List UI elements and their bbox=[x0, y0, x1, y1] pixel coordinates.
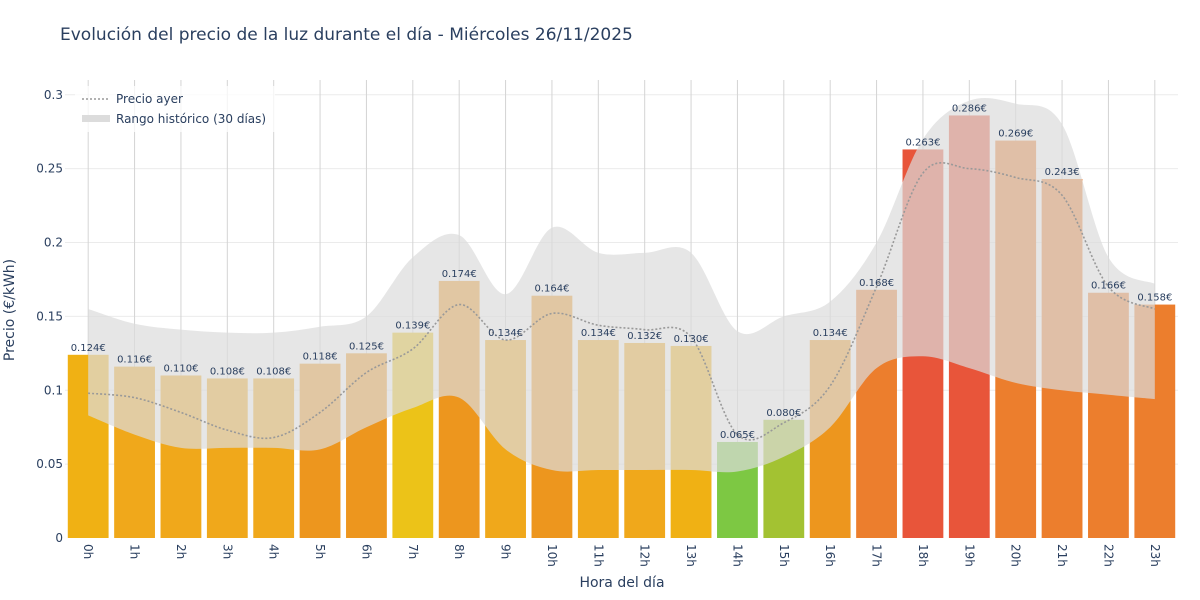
y-tick-label: 0.05 bbox=[36, 457, 63, 471]
legend-background bbox=[75, 86, 275, 132]
x-tick-label: 14h bbox=[730, 544, 744, 567]
bar-value-label: 0.065€ bbox=[720, 430, 755, 441]
yesterday-line bbox=[88, 162, 1156, 441]
bar-value-label: 0.166€ bbox=[1091, 281, 1126, 292]
bar-value-label: 0.108€ bbox=[210, 366, 245, 377]
x-tick-label: 18h bbox=[916, 544, 930, 567]
x-tick-label: 5h bbox=[313, 544, 327, 559]
bar-value-label: 0.174€ bbox=[442, 269, 477, 280]
yesterday-price-line bbox=[88, 162, 1156, 441]
x-tick-label: 22h bbox=[1101, 544, 1115, 567]
x-tick-label: 1h bbox=[128, 544, 142, 559]
bar-value-label: 0.286€ bbox=[952, 103, 987, 114]
x-tick-label: 4h bbox=[267, 544, 281, 559]
historical-range-band bbox=[88, 97, 1155, 473]
x-tick-label: 15h bbox=[777, 544, 791, 567]
x-tick-label: 11h bbox=[591, 544, 605, 567]
x-tick-label: 19h bbox=[962, 544, 976, 567]
bar-value-label: 0.134€ bbox=[488, 328, 523, 339]
x-tick-label: 6h bbox=[359, 544, 373, 559]
x-tick-label: 3h bbox=[220, 544, 234, 559]
bar-value-label: 0.124€ bbox=[71, 343, 106, 354]
y-tick-label: 0.2 bbox=[44, 236, 63, 250]
bar-value-label: 0.125€ bbox=[349, 341, 384, 352]
x-tick-label: 2h bbox=[174, 544, 188, 559]
x-tick-label: 13h bbox=[684, 544, 698, 567]
y-tick-label: 0.3 bbox=[44, 88, 63, 102]
bar-value-label: 0.134€ bbox=[813, 328, 848, 339]
x-tick-label: 8h bbox=[452, 544, 466, 559]
bar-value-label: 0.269€ bbox=[998, 129, 1033, 140]
bar-value-label: 0.110€ bbox=[163, 363, 198, 374]
x-tick-label: 9h bbox=[499, 544, 513, 559]
y-axis-title: Precio (€/kWh) bbox=[2, 259, 18, 361]
x-tick-label: 0h bbox=[81, 544, 95, 559]
bar-value-label: 0.134€ bbox=[581, 328, 616, 339]
y-tick-label: 0.15 bbox=[36, 309, 63, 323]
range-band-area bbox=[88, 97, 1155, 473]
bar-value-label: 0.108€ bbox=[256, 366, 291, 377]
x-tick-label: 17h bbox=[870, 544, 884, 567]
bar-value-label: 0.263€ bbox=[905, 137, 940, 148]
x-tick-label: 20h bbox=[1009, 544, 1023, 567]
bar-value-label: 0.139€ bbox=[395, 321, 430, 332]
x-tick-label: 10h bbox=[545, 544, 559, 567]
bar-value-label: 0.164€ bbox=[534, 284, 569, 295]
x-tick-label: 12h bbox=[638, 544, 652, 567]
legend-band-swatch bbox=[82, 115, 110, 122]
x-tick-label: 23h bbox=[1148, 544, 1162, 567]
bar-value-label: 0.130€ bbox=[674, 334, 709, 345]
x-axis-title: Hora del día bbox=[579, 575, 664, 591]
bar-value-label: 0.168€ bbox=[859, 278, 894, 289]
legend-label-yesterday[interactable]: Precio ayer bbox=[116, 92, 183, 106]
axes: 0 0.05 0.1 0.15 0.2 0.25 0.3 0h 1h 2h 3h 4h 5h 6h 7h 8h… bbox=[36, 88, 1162, 567]
x-tick-label: 16h bbox=[823, 544, 837, 567]
y-tick-label: 0.1 bbox=[44, 383, 63, 397]
x-tick-label: 7h bbox=[406, 544, 420, 559]
bar-value-label: 0.118€ bbox=[303, 352, 338, 363]
bar-value-label: 0.080€ bbox=[766, 408, 801, 419]
bar-value-label: 0.243€ bbox=[1045, 167, 1080, 178]
bar-value-label: 0.116€ bbox=[117, 355, 152, 366]
chart-title: Evolución del precio de la luz durante e… bbox=[60, 25, 633, 45]
bar-labels: 0.124€ 0.116€ 0.110€ 0.108€ 0.108€ 0.118€ 0.12… bbox=[71, 103, 1173, 441]
x-tick-label: 21h bbox=[1055, 544, 1069, 567]
bar-value-label: 0.158€ bbox=[1137, 293, 1172, 304]
bar-value-label: 0.132€ bbox=[627, 331, 662, 342]
y-tick-label: 0 bbox=[55, 531, 63, 545]
legend-label-range[interactable]: Rango histórico (30 días) bbox=[116, 112, 266, 126]
y-tick-label: 0.25 bbox=[36, 162, 63, 176]
legend: Precio ayer Rango histórico (30 días) bbox=[75, 86, 275, 132]
